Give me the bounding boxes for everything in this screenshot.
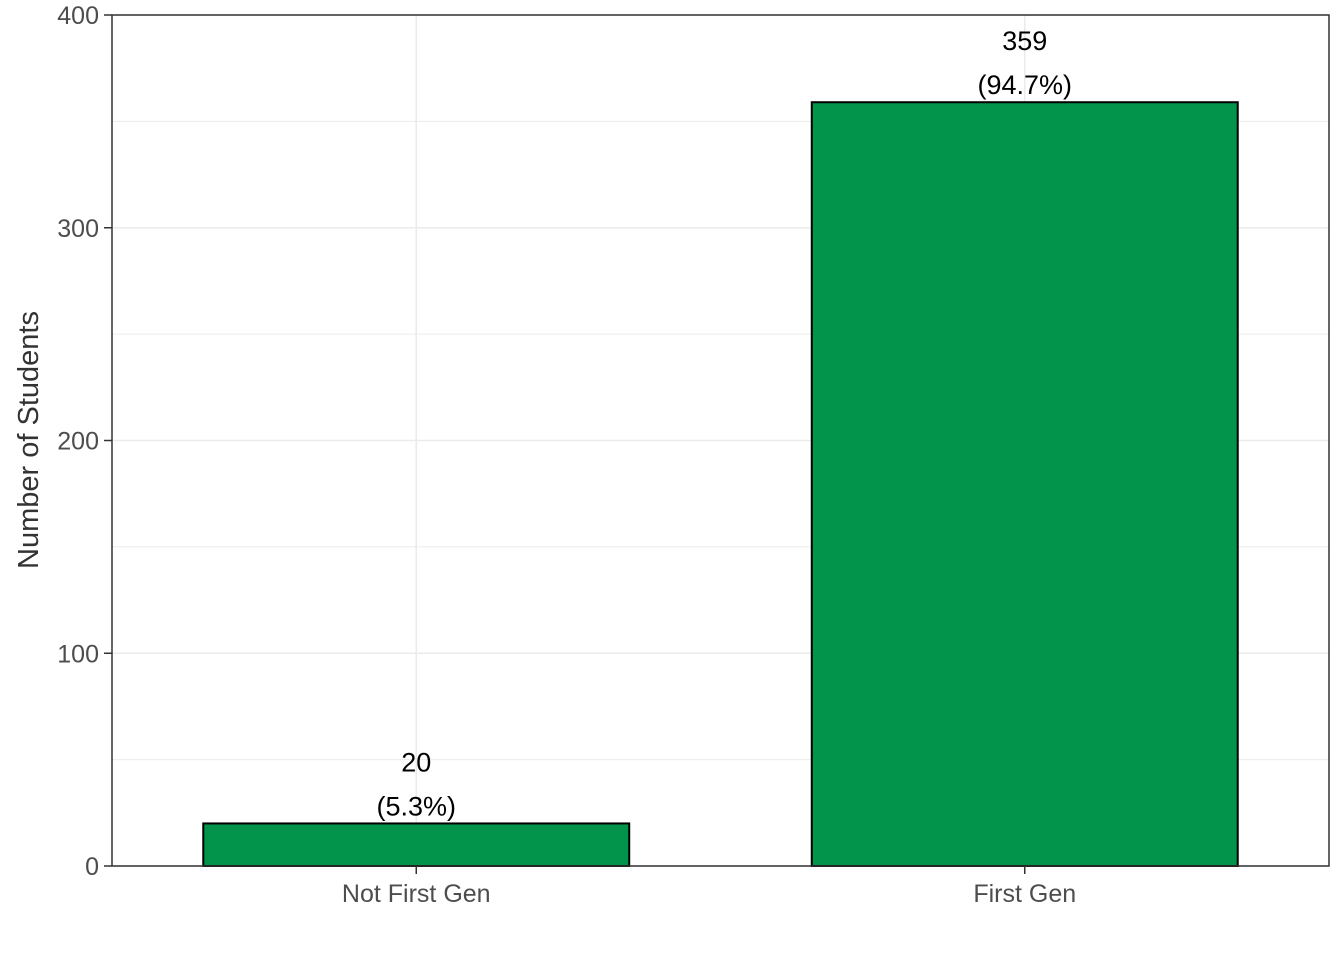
data-label-count: 359: [1002, 26, 1047, 56]
x-tick-label: Not First Gen: [342, 880, 491, 908]
x-axis: Not First Gen First Gen: [342, 866, 1076, 908]
y-tick-label: 100: [57, 640, 99, 668]
bar: [202, 822, 631, 868]
y-tick-label: 0: [85, 853, 99, 881]
y-tick-label: 400: [57, 2, 99, 30]
y-axis: 0 100 200 300 400: [57, 2, 112, 881]
y-axis-title: Number of Students: [13, 311, 45, 569]
y-tick-label: 300: [57, 215, 99, 243]
data-label-percent: (5.3%): [376, 791, 456, 821]
data-label-count: 20: [401, 747, 431, 777]
bars: [202, 101, 1239, 868]
data-label-percent: (94.7%): [977, 70, 1072, 100]
data-labels: 20 (5.3%) 359 (94.7%): [376, 26, 1072, 821]
x-tick-label: First Gen: [973, 880, 1076, 908]
y-tick-label: 200: [57, 428, 99, 456]
bar: [810, 101, 1239, 868]
